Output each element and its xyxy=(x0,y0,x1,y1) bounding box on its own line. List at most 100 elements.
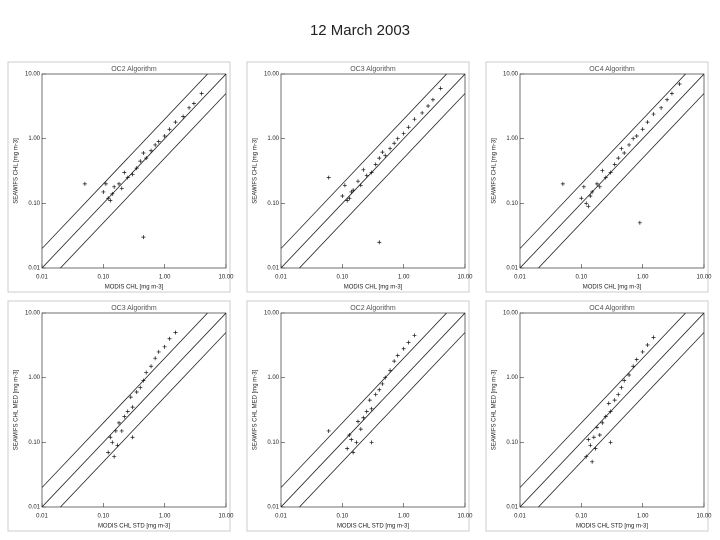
point xyxy=(579,196,584,201)
panel-frame xyxy=(246,300,470,532)
point xyxy=(412,117,417,122)
plot-area xyxy=(41,312,227,508)
point xyxy=(426,104,431,108)
y-tick-label: 0.01 xyxy=(267,266,279,272)
point xyxy=(377,387,382,392)
point xyxy=(349,189,354,194)
point xyxy=(640,127,645,132)
point xyxy=(677,82,682,87)
point xyxy=(361,415,366,420)
point xyxy=(600,420,605,425)
y-tick-label: 1.00 xyxy=(267,375,279,381)
point xyxy=(383,153,388,158)
panel-title: OC3 Algorithm xyxy=(111,305,157,312)
point xyxy=(369,406,374,411)
panel-title: OC4 Algorithm xyxy=(589,305,635,312)
x-tick-label: 0.10 xyxy=(336,514,348,520)
point xyxy=(612,398,617,403)
point xyxy=(101,189,106,194)
x-axis-label: MODIS CHL STD [mg m-3] xyxy=(576,524,648,530)
point xyxy=(110,440,115,445)
point xyxy=(149,364,154,369)
reference-line xyxy=(520,313,687,488)
x-tick-label: 0.01 xyxy=(36,514,48,520)
plot-area xyxy=(280,73,466,269)
point xyxy=(584,201,589,206)
point xyxy=(612,162,617,167)
y-tick-label: 0.10 xyxy=(267,440,279,446)
point xyxy=(115,443,120,448)
reference-line xyxy=(520,74,687,249)
reference-line xyxy=(298,93,465,268)
y-tick-label: 0.10 xyxy=(267,201,279,207)
point xyxy=(373,392,378,397)
reference-line xyxy=(281,313,465,507)
y-tick-label: 0.10 xyxy=(28,201,40,207)
point xyxy=(622,378,627,383)
y-tick-label: 1.00 xyxy=(506,375,518,381)
x-tick-label: 1.00 xyxy=(398,514,410,520)
panel-frame xyxy=(7,61,231,293)
x-tick-label: 0.10 xyxy=(575,275,587,281)
point xyxy=(358,183,363,188)
x-axis-label: MODIS CHL STD [mg m-3] xyxy=(337,524,409,530)
point xyxy=(645,120,650,125)
point xyxy=(173,330,178,335)
point xyxy=(144,156,149,161)
point xyxy=(603,414,608,419)
point xyxy=(392,359,397,364)
point xyxy=(665,97,670,102)
point xyxy=(406,125,411,130)
x-axis-label: MODIS CHL [mg m-3] xyxy=(583,285,642,291)
point xyxy=(112,184,117,189)
point xyxy=(597,184,602,189)
reference-line xyxy=(281,313,448,488)
reference-line xyxy=(59,332,226,507)
point xyxy=(594,181,599,186)
point xyxy=(113,428,118,433)
point xyxy=(149,148,154,153)
point xyxy=(128,395,133,400)
plot-area xyxy=(280,312,466,508)
point xyxy=(138,159,143,164)
point xyxy=(119,186,124,191)
point xyxy=(119,428,124,433)
point xyxy=(395,353,400,358)
point xyxy=(590,459,595,464)
y-tick-label: 10.00 xyxy=(264,311,280,317)
panel: OC3 Algorithm MODIS CHL [mg m-3] SEAWIFS C… xyxy=(246,61,473,293)
x-tick-label: 0.10 xyxy=(97,514,109,520)
y-axis-label: SEAWIFS CHL MED [mg m-3] xyxy=(253,369,259,450)
reference-line xyxy=(281,74,448,249)
point xyxy=(345,446,350,451)
point xyxy=(130,172,135,177)
x-tick-label: 10.00 xyxy=(457,275,473,281)
x-axis-label: MODIS CHL [mg m-3] xyxy=(105,285,164,291)
point xyxy=(634,133,639,138)
point xyxy=(134,390,139,395)
point xyxy=(141,151,146,156)
point xyxy=(342,183,347,188)
point xyxy=(138,385,143,390)
panel: OC4 Algorithm MODIS CHL STD [mg m-3] SEAWI… xyxy=(485,300,712,532)
point xyxy=(355,179,360,184)
point xyxy=(106,450,111,455)
panel-title: OC2 Algorithm xyxy=(111,66,157,73)
point xyxy=(627,372,632,377)
y-tick-label: 0.01 xyxy=(28,505,40,511)
point xyxy=(112,454,117,459)
x-axis-label: MODIS CHL [mg m-3] xyxy=(344,285,403,291)
point xyxy=(401,346,406,351)
point xyxy=(130,435,135,440)
page-title: 12 March 2003 xyxy=(310,22,410,39)
point xyxy=(354,440,359,445)
x-tick-label: 0.01 xyxy=(514,275,526,281)
point xyxy=(608,170,613,175)
point xyxy=(369,440,374,445)
point xyxy=(373,162,378,167)
point xyxy=(588,193,593,198)
point xyxy=(351,450,356,455)
plot-area xyxy=(519,312,705,508)
point xyxy=(420,110,425,115)
